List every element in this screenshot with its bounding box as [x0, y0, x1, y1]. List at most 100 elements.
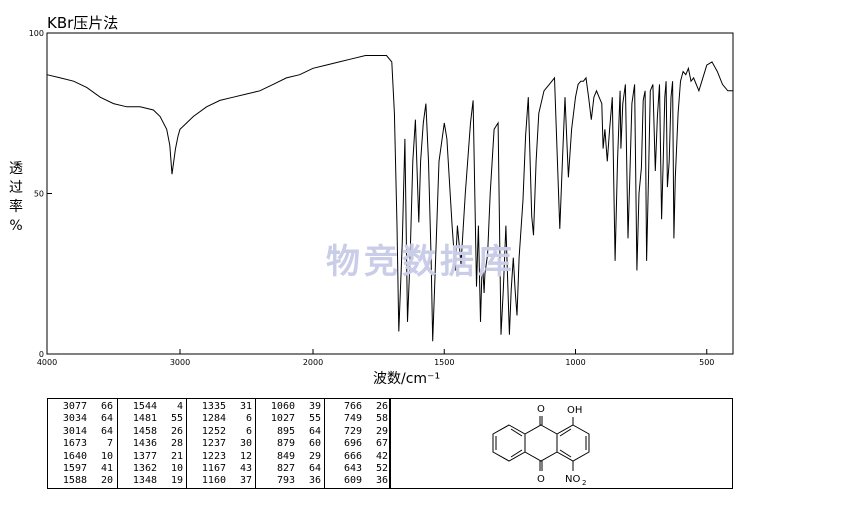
peak-transmittance: 41	[100, 463, 113, 474]
peak-transmittance: 6	[245, 413, 252, 425]
peak-transmittance: 21	[170, 450, 183, 462]
peak-wavenumber: 1588	[62, 475, 87, 487]
peak-row: 849 29	[256, 451, 325, 463]
peak-transmittance: 31	[239, 401, 252, 412]
peak-transmittance: 39	[308, 401, 321, 412]
peak-transmittance: 64	[308, 425, 321, 437]
plot-frame	[46, 32, 734, 355]
peak-row: 749 58	[325, 413, 392, 425]
peak-transmittance: 26	[375, 401, 388, 412]
peak-wavenumber: 696	[343, 438, 362, 450]
peak-transmittance: 66	[100, 401, 113, 412]
peak-column: 766 26 749 58 729 29 696 67 666 42 643 52 609 36	[324, 399, 392, 488]
peak-transmittance: 43	[239, 463, 252, 474]
peak-wavenumber: 1027	[270, 413, 295, 425]
peak-row: 1588 20	[48, 475, 117, 487]
peak-wavenumber: 1335	[201, 401, 226, 412]
peak-row: 609 36	[325, 475, 392, 487]
peak-row: 1237 30	[187, 438, 256, 450]
y-axis-label: 透 过 率 %	[8, 160, 24, 236]
peak-row: 1027 55	[256, 413, 325, 425]
peak-transmittance: 4	[176, 401, 183, 412]
carbonyl-oxygen-top: O	[537, 404, 545, 415]
y-axis-label-char: %	[9, 218, 23, 234]
peak-row: 1377 21	[118, 451, 187, 463]
peak-wavenumber: 1673	[62, 438, 87, 450]
peak-transmittance: 55	[308, 413, 321, 425]
peak-transmittance: 58	[375, 413, 388, 425]
y-tick-label: 100	[29, 29, 44, 38]
peak-row: 1436 28	[118, 438, 187, 450]
peak-transmittance: 55	[170, 413, 183, 425]
peak-row: 1640 10	[48, 451, 117, 463]
peak-wavenumber: 1640	[62, 450, 87, 462]
peak-row: 879 60	[256, 438, 325, 450]
peak-wavenumber: 1436	[132, 438, 157, 450]
peak-row: 1060 39	[256, 401, 325, 413]
x-tick-label: 2000	[303, 358, 323, 367]
peak-table: 3077 66 3034 64 3014 64 1673 7 1640 10 1597 41 1588 2…	[47, 398, 390, 489]
peak-transmittance: 60	[308, 438, 321, 450]
peak-row: 696 67	[325, 438, 392, 450]
peak-transmittance: 12	[239, 450, 252, 462]
peak-wavenumber: 1348	[132, 475, 157, 487]
peak-transmittance: 30	[239, 438, 252, 450]
molecule-structure: O OH O NO 2	[492, 404, 590, 487]
hydroxyl-label: OH	[567, 405, 582, 416]
peak-wavenumber: 1362	[132, 463, 157, 474]
peak-row: 1544 4	[118, 401, 187, 413]
x-axis-label: 波数/cm⁻¹	[373, 371, 441, 387]
peak-row: 1284 6	[187, 413, 256, 425]
peak-row: 1458 26	[118, 426, 187, 438]
watermark: 物竞数据库	[326, 242, 516, 282]
peak-transmittance: 37	[239, 475, 252, 487]
peak-transmittance: 10	[170, 463, 183, 474]
peak-row: 3077 66	[48, 401, 117, 413]
peak-wavenumber: 1167	[201, 463, 226, 474]
chart-title: KBr压片法	[47, 14, 119, 32]
peak-wavenumber: 1377	[132, 450, 157, 462]
peak-row: 1348 19	[118, 475, 187, 487]
peak-wavenumber: 827	[276, 463, 295, 474]
peak-row: 3014 64	[48, 426, 117, 438]
peak-row: 1597 41	[48, 463, 117, 475]
peak-transmittance: 29	[375, 425, 388, 437]
nitro-label: NO	[565, 474, 580, 485]
x-tick-label: 1000	[565, 358, 585, 367]
peak-row: 643 52	[325, 463, 392, 475]
peak-transmittance: 20	[100, 475, 113, 487]
peak-wavenumber: 1597	[62, 463, 87, 474]
peak-transmittance: 26	[170, 425, 183, 437]
peak-wavenumber: 729	[343, 425, 362, 437]
peak-row: 666 42	[325, 451, 392, 463]
peak-row: 1167 43	[187, 463, 256, 475]
peak-transmittance: 7	[106, 438, 113, 450]
peak-wavenumber: 749	[343, 413, 362, 425]
peak-transmittance: 19	[170, 475, 183, 487]
peak-wavenumber: 879	[276, 438, 295, 450]
x-tick-label: 3000	[170, 358, 190, 367]
peak-row: 1223 12	[187, 451, 256, 463]
peak-wavenumber: 1060	[270, 401, 295, 412]
peak-wavenumber: 3034	[62, 413, 87, 425]
peak-transmittance: 6	[245, 425, 252, 437]
axis-ticks: 4000 3000 2000 1500 1000 500 0 50 100	[29, 29, 715, 367]
peak-wavenumber: 766	[343, 401, 362, 412]
peak-row: 895 64	[256, 426, 325, 438]
peak-row: 1481 55	[118, 413, 187, 425]
peak-transmittance: 42	[375, 450, 388, 462]
peak-transmittance: 28	[170, 438, 183, 450]
peak-wavenumber: 849	[276, 450, 295, 462]
peak-row: 3034 64	[48, 413, 117, 425]
spectrum-line	[46, 55, 733, 342]
peak-transmittance: 29	[308, 450, 321, 462]
peak-transmittance: 64	[100, 413, 113, 425]
y-axis-label-char: 透	[9, 161, 23, 177]
nitro-subscript: 2	[582, 479, 586, 487]
peak-row: 1673 7	[48, 438, 117, 450]
peak-row: 1335 31	[187, 401, 256, 413]
peak-transmittance: 67	[375, 438, 388, 450]
peak-row: 1252 6	[187, 426, 256, 438]
peak-wavenumber: 1237	[201, 438, 226, 450]
peak-wavenumber: 793	[276, 475, 295, 487]
